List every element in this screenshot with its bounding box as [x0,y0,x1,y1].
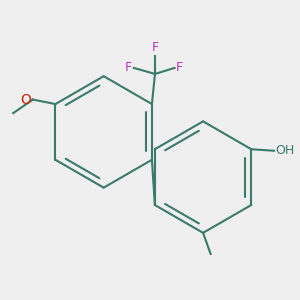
Text: F: F [152,41,158,54]
Text: OH: OH [275,144,295,157]
Text: F: F [125,61,132,74]
Text: F: F [176,61,183,74]
Text: O: O [20,92,31,106]
